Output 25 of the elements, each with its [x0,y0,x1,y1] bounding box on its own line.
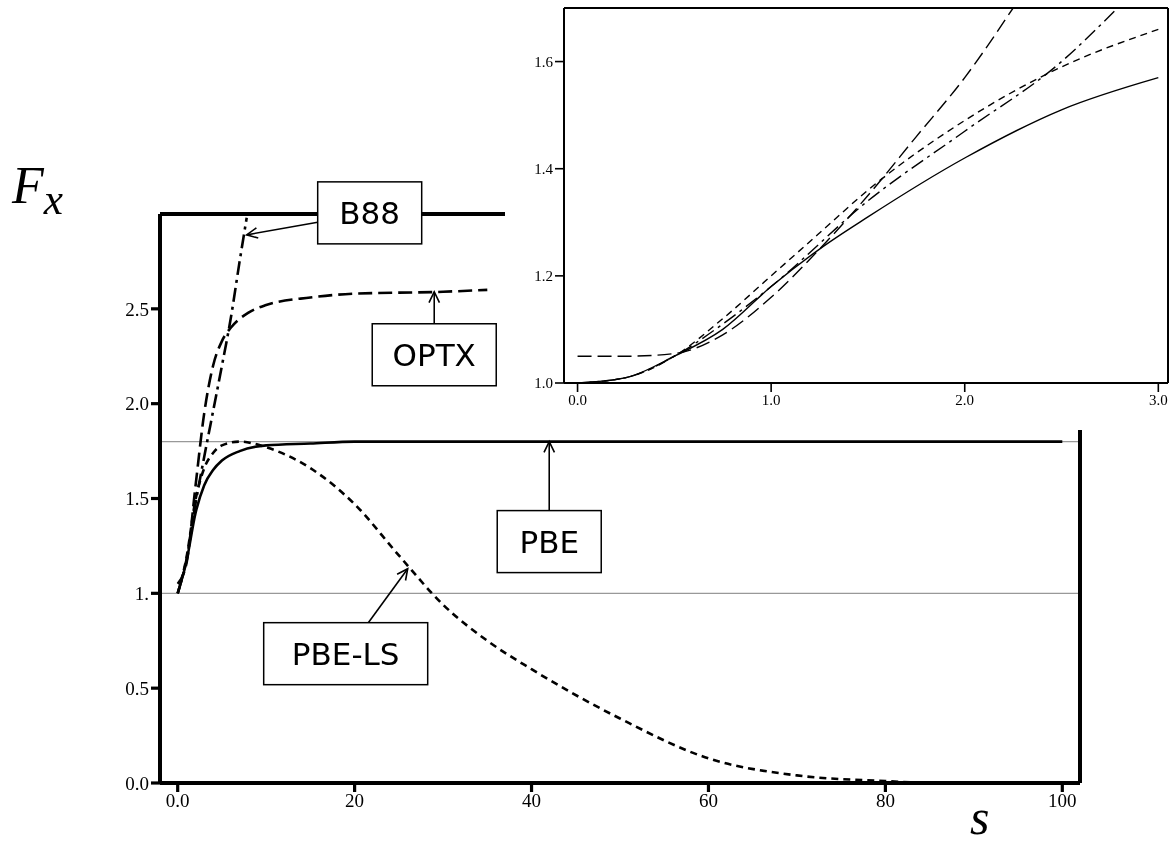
x-axis-title: s [970,788,990,846]
annotation: PBE [519,523,580,560]
y-axis-title: F$_{x}$ [12,156,63,225]
annotation: PBE-LS [291,635,400,672]
x-tick-label: 3.0 [1148,391,1168,408]
y-tick-label: 1.0 [534,375,553,392]
y-tick-label: 0.5 [125,677,149,699]
y-tick-label: 1. [134,583,149,605]
x-tick-label: 2.0 [955,391,975,408]
y-tick-label: 0.0 [125,772,149,794]
x-tick-label: 20 [345,790,365,812]
annotation: OPTX [392,336,476,373]
y-tick-label: 1.5 [125,488,149,510]
x-tick-label: 60 [698,790,718,812]
y-tick-label: 1.2 [534,268,553,285]
y-tick-label: 1.6 [534,53,554,70]
x-tick-label: 0.0 [165,790,190,812]
y-tick-label: 2.5 [125,298,149,320]
x-tick-label: 80 [875,790,895,812]
x-tick-label: 1.0 [761,391,781,408]
annotation: B88 [339,194,401,231]
x-tick-label: 0.0 [568,391,587,408]
x-tick-label: 40 [522,790,542,812]
y-tick-label: 1.4 [534,161,554,178]
x-tick-label: 100 [1048,790,1077,812]
